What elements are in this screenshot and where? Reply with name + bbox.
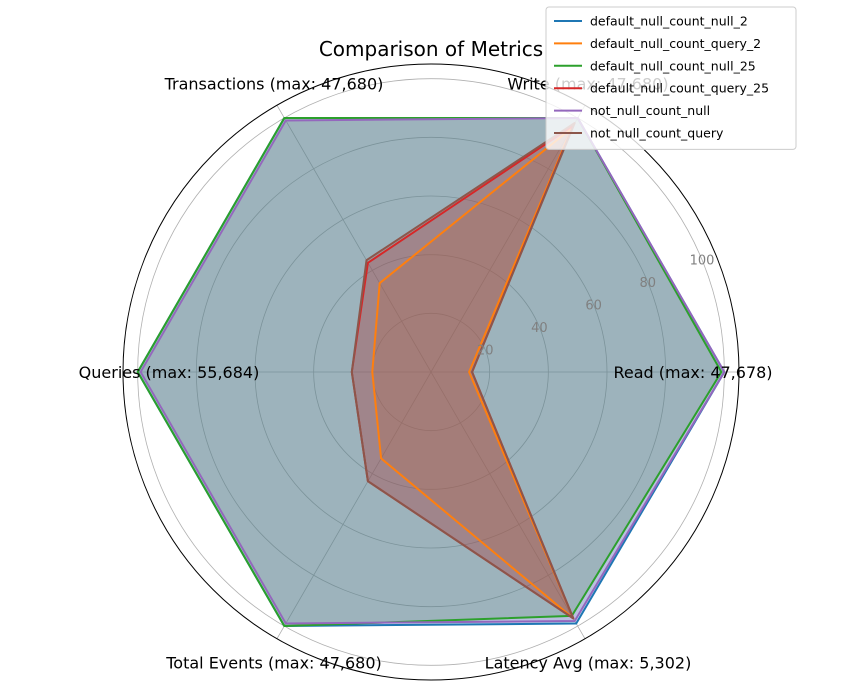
series-fill-1 <box>137 118 725 626</box>
axis-label: Total Events (max: 47,680) <box>165 654 382 673</box>
legend: default_null_count_null_2 default_null_co… <box>545 6 797 150</box>
r-tick-label: 20 <box>477 344 494 359</box>
r-tick-label: 40 <box>531 321 548 336</box>
r-tick-label: 60 <box>585 299 602 314</box>
legend-label: default_null_count_null_2 <box>590 14 748 29</box>
series-fill-2 <box>372 128 574 619</box>
axis-label: Latency Avg (max: 5,302) <box>485 654 692 673</box>
grid-spoke <box>276 105 432 373</box>
axis-label: Queries (max: 55,684) <box>79 363 260 382</box>
legend-label: not_null_count_query <box>590 126 724 141</box>
legend-box <box>545 6 797 150</box>
legend-label: default_null_count_query_2 <box>590 36 761 51</box>
series-fill-6 <box>351 123 575 619</box>
grid-spoke <box>276 371 432 639</box>
legend-label: default_null_count_query_25 <box>590 81 769 96</box>
axis-label: Read (max: 47,678) <box>613 363 772 382</box>
chart-title: Comparison of Metrics <box>319 37 543 61</box>
legend-label: not_null_count_null <box>590 103 710 118</box>
series-fill-5 <box>140 118 725 624</box>
r-tick-label: 80 <box>640 276 657 291</box>
polar-frame <box>122 63 740 681</box>
series-fill-3 <box>137 118 722 626</box>
legend-label: default_null_count_null_25 <box>590 58 756 73</box>
grid-spoke <box>430 371 586 639</box>
series-fill-4 <box>351 125 574 619</box>
r-tick-label: 100 <box>690 254 715 269</box>
axis-label: Transactions (max: 47,680) <box>164 74 384 93</box>
